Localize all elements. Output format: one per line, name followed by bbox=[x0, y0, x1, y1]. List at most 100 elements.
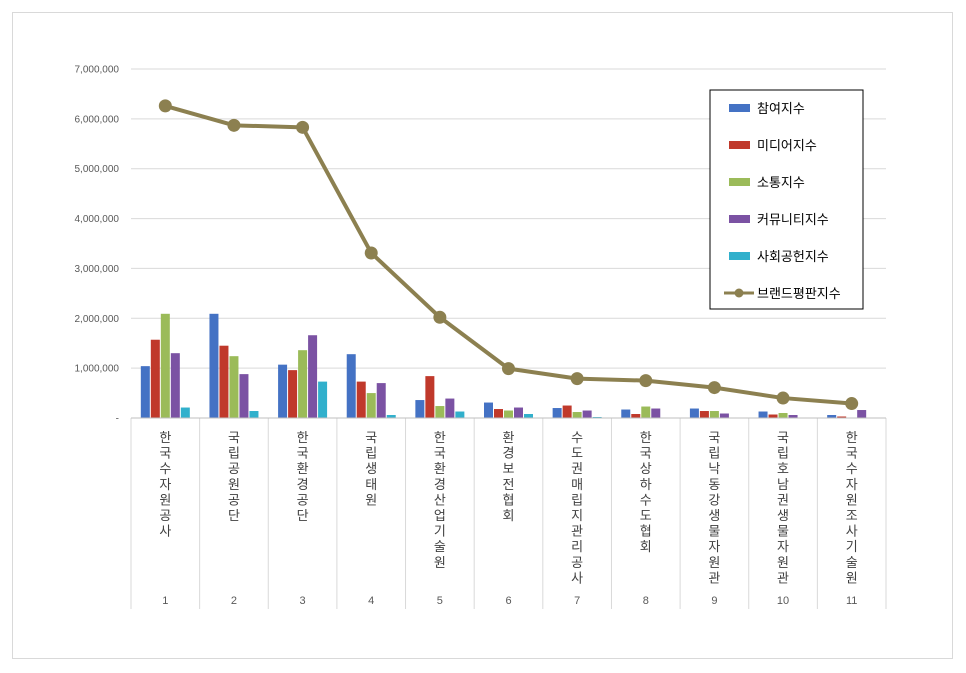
bar bbox=[415, 400, 425, 418]
bar bbox=[719, 413, 729, 418]
bar bbox=[356, 381, 366, 418]
bar bbox=[386, 415, 396, 418]
y-tick-label: 5,000,000 bbox=[75, 164, 120, 175]
legend-label: 사회공헌지수 bbox=[757, 250, 829, 265]
bar bbox=[827, 415, 837, 418]
bar bbox=[288, 370, 298, 418]
bar bbox=[150, 339, 160, 418]
y-tick-label: 1,000,000 bbox=[75, 364, 120, 375]
category-rank: 9 bbox=[711, 595, 717, 607]
bar bbox=[768, 414, 778, 418]
line-point bbox=[707, 381, 721, 395]
line-point bbox=[639, 374, 653, 388]
line-point bbox=[570, 372, 584, 386]
category-rank: 6 bbox=[505, 595, 511, 607]
bar bbox=[346, 354, 356, 418]
line-point bbox=[845, 397, 859, 411]
bar bbox=[209, 313, 219, 418]
y-tick-label: 4,000,000 bbox=[75, 214, 120, 225]
bar bbox=[425, 376, 435, 418]
bar bbox=[249, 411, 259, 418]
category-rank: 10 bbox=[777, 595, 789, 607]
category-rank: 7 bbox=[574, 595, 580, 607]
line-point bbox=[502, 362, 515, 376]
y-tick-label: 3,000,000 bbox=[75, 264, 120, 275]
legend-swatch bbox=[729, 141, 750, 149]
legend-label: 브랜드평판지수 bbox=[757, 287, 841, 302]
bar bbox=[514, 407, 523, 418]
bar bbox=[180, 407, 190, 418]
bar bbox=[651, 408, 661, 418]
bar bbox=[318, 381, 328, 418]
bar bbox=[788, 415, 798, 418]
y-tick-label: 7,000,000 bbox=[75, 65, 120, 76]
bar bbox=[631, 414, 641, 418]
bar bbox=[758, 411, 768, 418]
category-rank: 1 bbox=[162, 595, 168, 607]
line-point bbox=[227, 118, 241, 132]
y-tick-label: 2,000,000 bbox=[75, 314, 120, 325]
bar bbox=[494, 409, 503, 418]
y-tick-label: - bbox=[116, 414, 119, 425]
legend-swatch bbox=[729, 252, 750, 260]
bar bbox=[229, 356, 239, 418]
bar bbox=[366, 393, 376, 418]
category-rank: 4 bbox=[368, 595, 374, 607]
bar bbox=[455, 411, 465, 418]
bar bbox=[484, 402, 493, 418]
line-point bbox=[296, 120, 310, 134]
bar bbox=[219, 345, 229, 418]
y-tick-label: 6,000,000 bbox=[75, 114, 120, 125]
legend-swatch bbox=[729, 215, 750, 223]
line-point bbox=[433, 310, 447, 324]
bar bbox=[582, 410, 592, 418]
bar bbox=[239, 374, 249, 418]
legend-label: 소통지수 bbox=[757, 176, 805, 191]
bar bbox=[621, 409, 631, 418]
bar bbox=[837, 416, 847, 418]
bar bbox=[445, 398, 455, 418]
bar bbox=[699, 411, 709, 418]
category-rank: 5 bbox=[437, 595, 443, 607]
bar bbox=[857, 410, 867, 418]
legend-label: 미디어지수 bbox=[757, 139, 817, 154]
bar bbox=[308, 335, 318, 418]
bar bbox=[140, 366, 150, 418]
line-point bbox=[776, 391, 790, 405]
bar bbox=[524, 414, 533, 418]
bar bbox=[435, 406, 445, 418]
bar bbox=[170, 353, 180, 418]
bar bbox=[689, 408, 699, 418]
bar bbox=[709, 411, 719, 418]
legend-marker bbox=[734, 288, 744, 298]
category-rank: 3 bbox=[300, 595, 306, 607]
category-rank: 8 bbox=[643, 595, 649, 607]
legend-swatch bbox=[729, 178, 750, 186]
bar bbox=[278, 364, 288, 418]
category-rank: 2 bbox=[231, 595, 237, 607]
bar bbox=[376, 383, 386, 418]
legend-label: 참여지수 bbox=[757, 102, 805, 117]
bar bbox=[778, 413, 788, 418]
line-point bbox=[364, 246, 378, 260]
bar bbox=[160, 313, 170, 418]
legend-box bbox=[709, 89, 864, 310]
bar bbox=[562, 405, 572, 418]
bar bbox=[572, 412, 582, 418]
bar bbox=[298, 350, 308, 418]
line-point bbox=[158, 99, 172, 113]
category-rank: 11 bbox=[846, 595, 857, 607]
bar bbox=[504, 410, 513, 418]
bar bbox=[552, 408, 562, 418]
legend-label: 커뮤니티지수 bbox=[757, 213, 829, 228]
